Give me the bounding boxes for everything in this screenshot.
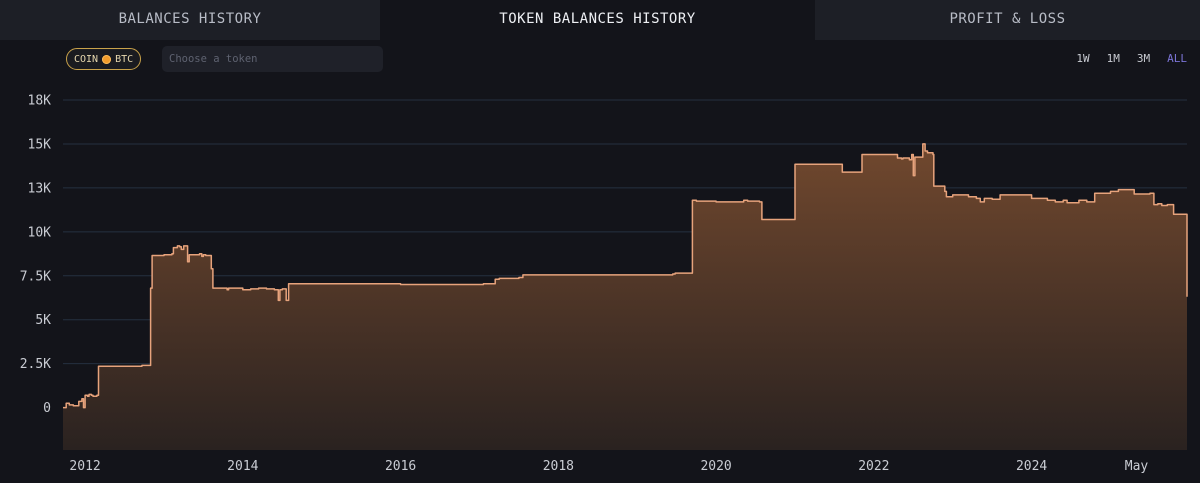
range-selector: 1W 1M 3M ALL (1076, 52, 1187, 65)
x-tick-label: May (1125, 459, 1149, 474)
x-tick-label: 2012 (69, 459, 100, 474)
coin-label: COIN (74, 53, 99, 65)
coin-toggle[interactable]: COIN BTC (66, 48, 142, 70)
range-1w-button[interactable]: 1W (1076, 52, 1090, 65)
y-tick-label: 13K (28, 181, 52, 196)
range-all-button[interactable]: ALL (1167, 52, 1187, 65)
series-area (63, 143, 1187, 450)
tab-balances-history[interactable]: BALANCES HISTORY (0, 0, 380, 40)
tab-bar: BALANCES HISTORY TOKEN BALANCES HISTORY … (0, 0, 1200, 40)
x-tick-label: 2024 (1016, 459, 1047, 474)
y-tick-label: 2.5K (20, 357, 51, 372)
series-line (63, 143, 1188, 409)
range-1m-button[interactable]: 1M (1106, 52, 1120, 65)
x-tick-label: 2020 (700, 459, 731, 474)
bitcoin-icon (102, 54, 112, 64)
y-tick-label: 10K (28, 225, 52, 240)
tab-token-balances-history[interactable]: TOKEN BALANCES HISTORY (380, 0, 815, 40)
x-tick-label: 2018 (543, 459, 574, 474)
range-3m-button[interactable]: 3M (1136, 52, 1151, 65)
y-tick-label: 18K (28, 94, 52, 109)
x-tick-label: 2014 (227, 459, 258, 474)
token-search-input[interactable] (162, 46, 383, 72)
x-tick-label: 2022 (858, 459, 889, 474)
coin-value: BTC (115, 53, 134, 65)
y-tick-label: 0 (43, 401, 51, 416)
y-tick-label: 7.5K (20, 269, 51, 284)
y-axis-ticks: 0 2.5K 5K 7.5K 10K 13K 15K 18K (20, 94, 51, 417)
tab-profit-and-loss[interactable]: PROFIT & LOSS (815, 0, 1200, 40)
y-tick-label: 15K (28, 137, 52, 152)
x-tick-label: 2016 (385, 459, 416, 474)
x-axis-ticks: 2012 2014 2016 2018 2020 2022 2024 May (69, 459, 1148, 474)
y-tick-label: 5K (35, 313, 51, 328)
